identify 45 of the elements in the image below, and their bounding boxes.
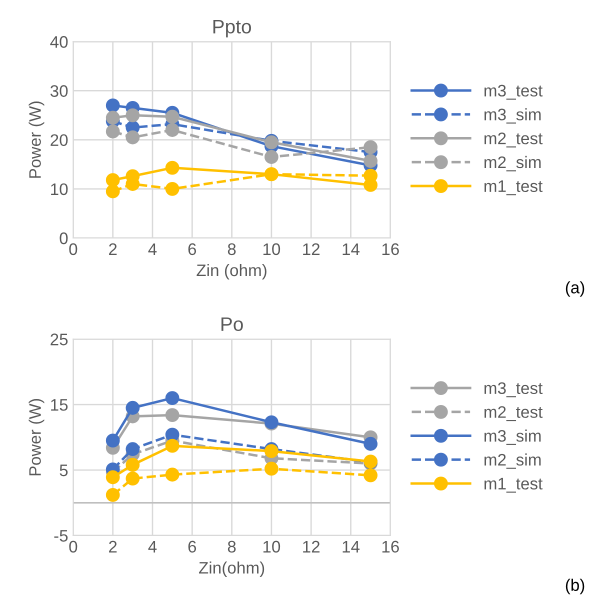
y-axis-title: Power (W) [28,399,44,476]
x-tick-label: 14 [342,540,360,552]
x-tick-label: 0 [69,243,78,256]
x-tick-label: 2 [109,243,117,255]
legend-label: m3_test [484,84,543,100]
x-tick-label: 6 [188,243,196,256]
x-tick-label: 2 [109,540,117,552]
legend-label: m3_sim [484,430,541,445]
x-tick-label: 0 [69,540,78,553]
chart-title: Ppto [213,20,251,38]
x-axis-title: Zin (ohm) [196,264,266,280]
x-tick-label: 8 [228,243,236,256]
x-tick-label: 4 [148,243,157,255]
y-tick-label: 15 [51,399,68,411]
text: (b) [566,578,584,594]
x-tick-label: 6 [188,540,196,553]
x-tick-label: 10 [263,243,280,256]
legend-label: m3_test [484,382,543,398]
y-tick-label: -5 [54,530,68,542]
x-tick-label: 12 [303,243,320,255]
x-axis-title: Zin(ohm) [198,561,264,577]
x-tick-label: 8 [228,540,236,553]
x-tick-label: 16 [382,540,399,553]
x-tick-label: 10 [263,540,280,553]
legend-label: m2_sim [484,156,541,172]
legend-label: m2_sim [484,453,541,469]
legend-label: m1_test [484,180,543,196]
x-tick-label: 12 [303,540,320,552]
chart-title: Po [222,317,243,332]
text: (a) [566,281,584,297]
y-tick-label: 30 [50,85,68,97]
x-tick-label: 16 [382,243,399,256]
legend-label: m2_test [484,406,543,422]
legend-label: m2_test [484,132,543,148]
legend-label: m3_sim [484,108,541,124]
x-tick-label: 14 [342,243,360,255]
y-tick-label: 5 [60,464,68,476]
y-tick-label: 0 [60,232,68,244]
y-tick-label: 10 [51,183,68,196]
y-axis-title: Power (W) [28,102,44,178]
legend-label: m1_test [484,478,543,493]
y-tick-label: 25 [50,334,68,346]
y-tick-label: 40 [50,36,68,48]
y-tick-label: 20 [50,134,68,146]
x-tick-label: 4 [148,540,157,552]
